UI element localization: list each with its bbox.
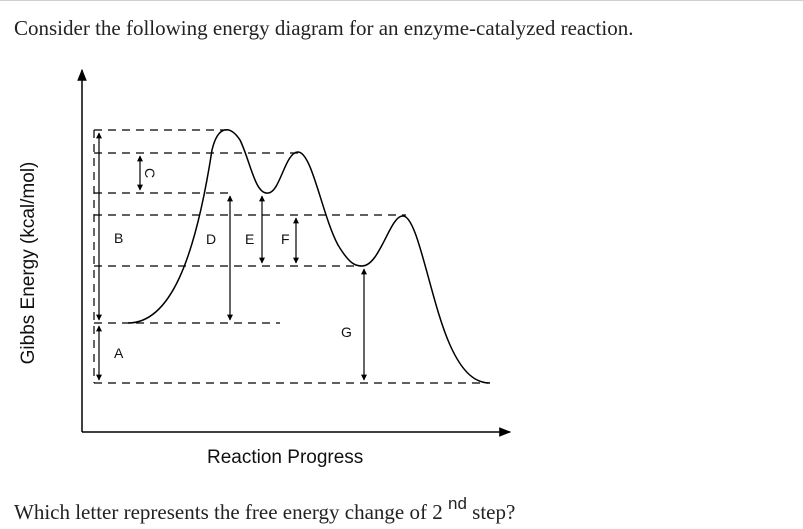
top-divider	[0, 0, 803, 1]
question-intro: Consider the following energy diagram fo…	[14, 16, 634, 40]
label-c: C	[142, 168, 158, 178]
y-axis-label: Gibbs Energy (kcal/mol)	[18, 162, 39, 365]
question-prompt: Which letter represents the free energy …	[14, 494, 516, 525]
energy-curve	[127, 129, 491, 384]
prompt-ordinal-suffix: nd	[448, 494, 467, 513]
x-axis-label: Reaction Progress	[207, 447, 363, 468]
label-f: F	[281, 231, 290, 247]
label-e: E	[245, 231, 254, 247]
label-d: D	[206, 231, 216, 247]
label-g: G	[341, 324, 352, 340]
label-a: A	[114, 345, 124, 361]
label-b: B	[114, 230, 123, 246]
prompt-prefix: Which letter represents the free energy …	[14, 500, 443, 524]
prompt-suffix: step?	[466, 500, 516, 524]
